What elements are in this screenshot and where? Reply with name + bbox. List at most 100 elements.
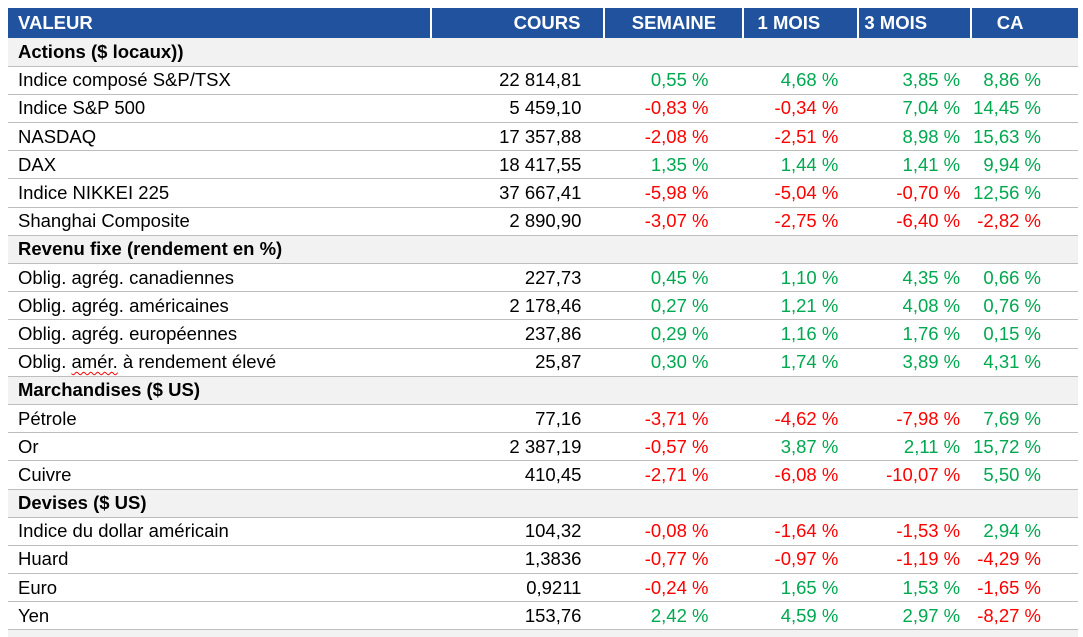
3-mois-percent: -0,70 % xyxy=(896,182,961,204)
row-label: Oblig. agrég. européennes xyxy=(18,322,238,344)
table-row: DAX 18 417,55 1,35 % 1,44 % 1,41 % 9,94 % xyxy=(8,151,1078,179)
cropped-row-strip xyxy=(8,630,1078,637)
cours-value: 17 357,88 xyxy=(499,125,582,147)
row-label: Pétrole xyxy=(18,407,77,429)
table-row: Huard 1,3836 -0,77 % -0,97 % -1,19 % -4,29 % xyxy=(8,545,1078,574)
1-mois-percent: -0,97 % xyxy=(774,548,839,570)
section-header-row: Revenu fixe (rendement en %) xyxy=(8,235,1078,264)
1-mois-percent: -5,04 % xyxy=(774,182,839,204)
cours-value: 227,73 xyxy=(524,266,582,288)
semaine-percent: -2,71 % xyxy=(644,463,709,485)
3-mois-percent: 2,11 % xyxy=(903,435,961,457)
table-row: Oblig. agrég. américaines 2 178,46 0,27 % 1… xyxy=(8,292,1078,320)
ca-percent: 9,94 % xyxy=(983,153,1041,175)
semaine-percent: -2,08 % xyxy=(644,125,709,147)
market-summary-table-wrap: VALEUR COURS SEMAINE 1 MOIS 3 MOIS CA Ac… xyxy=(8,8,1078,637)
label-text: Oblig. xyxy=(18,351,72,373)
cours-value: 2 890,90 xyxy=(509,210,582,232)
ca-percent: 4,31 % xyxy=(983,351,1041,373)
row-label: Euro xyxy=(18,576,58,598)
row-label: Yen xyxy=(18,604,50,626)
semaine-percent: -3,07 % xyxy=(644,210,709,232)
table-header: VALEUR COURS SEMAINE 1 MOIS 3 MOIS CA xyxy=(8,8,1078,38)
section-title: Actions ($ locaux)) xyxy=(8,38,1078,67)
label-text: à rendement élevé xyxy=(117,351,277,373)
ca-percent: 0,66 % xyxy=(983,266,1041,288)
ca-percent: 14,45 % xyxy=(973,97,1041,119)
section-header-row: Devises ($ US) xyxy=(8,489,1078,518)
ca-percent: 2,94 % xyxy=(983,520,1041,542)
ca-percent: 15,72 % xyxy=(973,435,1041,457)
semaine-percent: 0,27 % xyxy=(650,294,709,316)
cours-value: 0,9211 xyxy=(526,576,582,598)
ca-percent: 0,76 % xyxy=(983,294,1041,316)
1-mois-percent: -2,75 % xyxy=(774,210,839,232)
3-mois-percent: 3,85 % xyxy=(902,69,961,91)
section-title: Devises ($ US) xyxy=(8,489,1078,518)
semaine-percent: -3,71 % xyxy=(644,407,709,429)
cours-value: 104,32 xyxy=(524,520,582,542)
ca-percent: 0,15 % xyxy=(983,322,1041,344)
cours-value: 2 178,46 xyxy=(509,294,582,316)
row-label: Indice S&P 500 xyxy=(18,97,146,119)
table-row: Indice S&P 500 5 459,10 -0,83 % -0,34 % 7,04… xyxy=(8,94,1078,123)
1-mois-percent: 4,68 % xyxy=(780,69,839,91)
row-label: NASDAQ xyxy=(18,125,97,147)
cours-value: 18 417,55 xyxy=(499,153,582,175)
misspelled-word: amér. xyxy=(71,351,118,373)
1-mois-percent: -0,34 % xyxy=(774,97,839,119)
semaine-percent: -0,77 % xyxy=(644,548,709,570)
cours-value: 2 387,19 xyxy=(509,435,582,457)
1-mois-percent: 1,21 % xyxy=(780,294,839,316)
semaine-percent: 0,30 % xyxy=(650,351,709,373)
ca-percent: 7,69 % xyxy=(983,407,1041,429)
column-header-ca: CA xyxy=(970,8,1078,38)
semaine-percent: -5,98 % xyxy=(644,182,709,204)
row-label: Oblig. agrég. canadiennes xyxy=(18,266,234,288)
3-mois-percent: 1,53 % xyxy=(902,576,961,598)
semaine-percent: 1,35 % xyxy=(650,153,709,175)
1-mois-percent: 1,65 % xyxy=(780,576,839,598)
row-label: Shanghai Composite xyxy=(18,210,190,232)
table-row: NASDAQ 17 357,88 -2,08 % -2,51 % 8,98 % 15,63… xyxy=(8,123,1078,151)
table-row: Oblig. agrég. européennes 237,86 0,29 % 1,1… xyxy=(8,320,1078,349)
row-label: Indice composé S&P/TSX xyxy=(18,69,231,91)
section-title: Marchandises ($ US) xyxy=(8,376,1078,405)
section-title: Revenu fixe (rendement en %) xyxy=(8,235,1078,264)
ca-percent: 12,56 % xyxy=(973,182,1041,204)
cours-value: 22 814,81 xyxy=(499,69,582,91)
3-mois-percent: -6,40 % xyxy=(896,210,961,232)
cours-value: 237,86 xyxy=(524,322,582,344)
ca-percent: 15,63 % xyxy=(973,125,1041,147)
row-label: Oblig. agrég. américaines xyxy=(18,294,229,316)
3-mois-percent: 2,97 % xyxy=(902,604,961,626)
semaine-percent: 0,55 % xyxy=(650,69,709,91)
1-mois-percent: -2,51 % xyxy=(774,125,839,147)
row-label: Huard xyxy=(18,548,69,570)
1-mois-percent: -4,62 % xyxy=(774,407,839,429)
table-row: Indice du dollar américain 104,32 -0,08 % -… xyxy=(8,517,1078,546)
cours-value: 25,87 xyxy=(535,351,582,373)
3-mois-percent: -1,19 % xyxy=(896,548,961,570)
table-row: Yen 153,76 2,42 % 4,59 % 2,97 % -8,27 % xyxy=(8,602,1078,630)
cours-value: 77,16 xyxy=(535,407,582,429)
row-label: Indice NIKKEI 225 xyxy=(18,182,170,204)
market-summary-table: VALEUR COURS SEMAINE 1 MOIS 3 MOIS CA Ac… xyxy=(8,8,1078,630)
semaine-percent: 0,45 % xyxy=(650,266,709,288)
cours-value: 410,45 xyxy=(524,463,582,485)
ca-percent: -4,29 % xyxy=(977,548,1041,570)
ca-percent: -8,27 % xyxy=(977,604,1041,626)
1-mois-percent: -6,08 % xyxy=(774,463,839,485)
cours-value: 1,3836 xyxy=(524,548,582,570)
table-row: Shanghai Composite 2 890,90 -3,07 % -2,75 %… xyxy=(8,207,1078,236)
table-row: Euro 0,9211 -0,24 % 1,65 % 1,53 % -1,65 % xyxy=(8,574,1078,602)
1-mois-percent: 1,10 % xyxy=(780,266,839,288)
1-mois-percent: 1,74 % xyxy=(780,351,839,373)
3-mois-percent: -7,98 % xyxy=(896,407,961,429)
table-row: Indice composé S&P/TSX 22 814,81 0,55 % 4,6… xyxy=(8,66,1078,95)
table-body: Actions ($ locaux)) Indice composé S&P/TS… xyxy=(8,38,1078,630)
table-row: Indice NIKKEI 225 37 667,41 -5,98 % -5,04 %… xyxy=(8,179,1078,208)
column-header-semaine: SEMAINE xyxy=(603,8,744,38)
cours-value: 37 667,41 xyxy=(499,182,582,204)
3-mois-percent: -10,07 % xyxy=(886,463,961,485)
